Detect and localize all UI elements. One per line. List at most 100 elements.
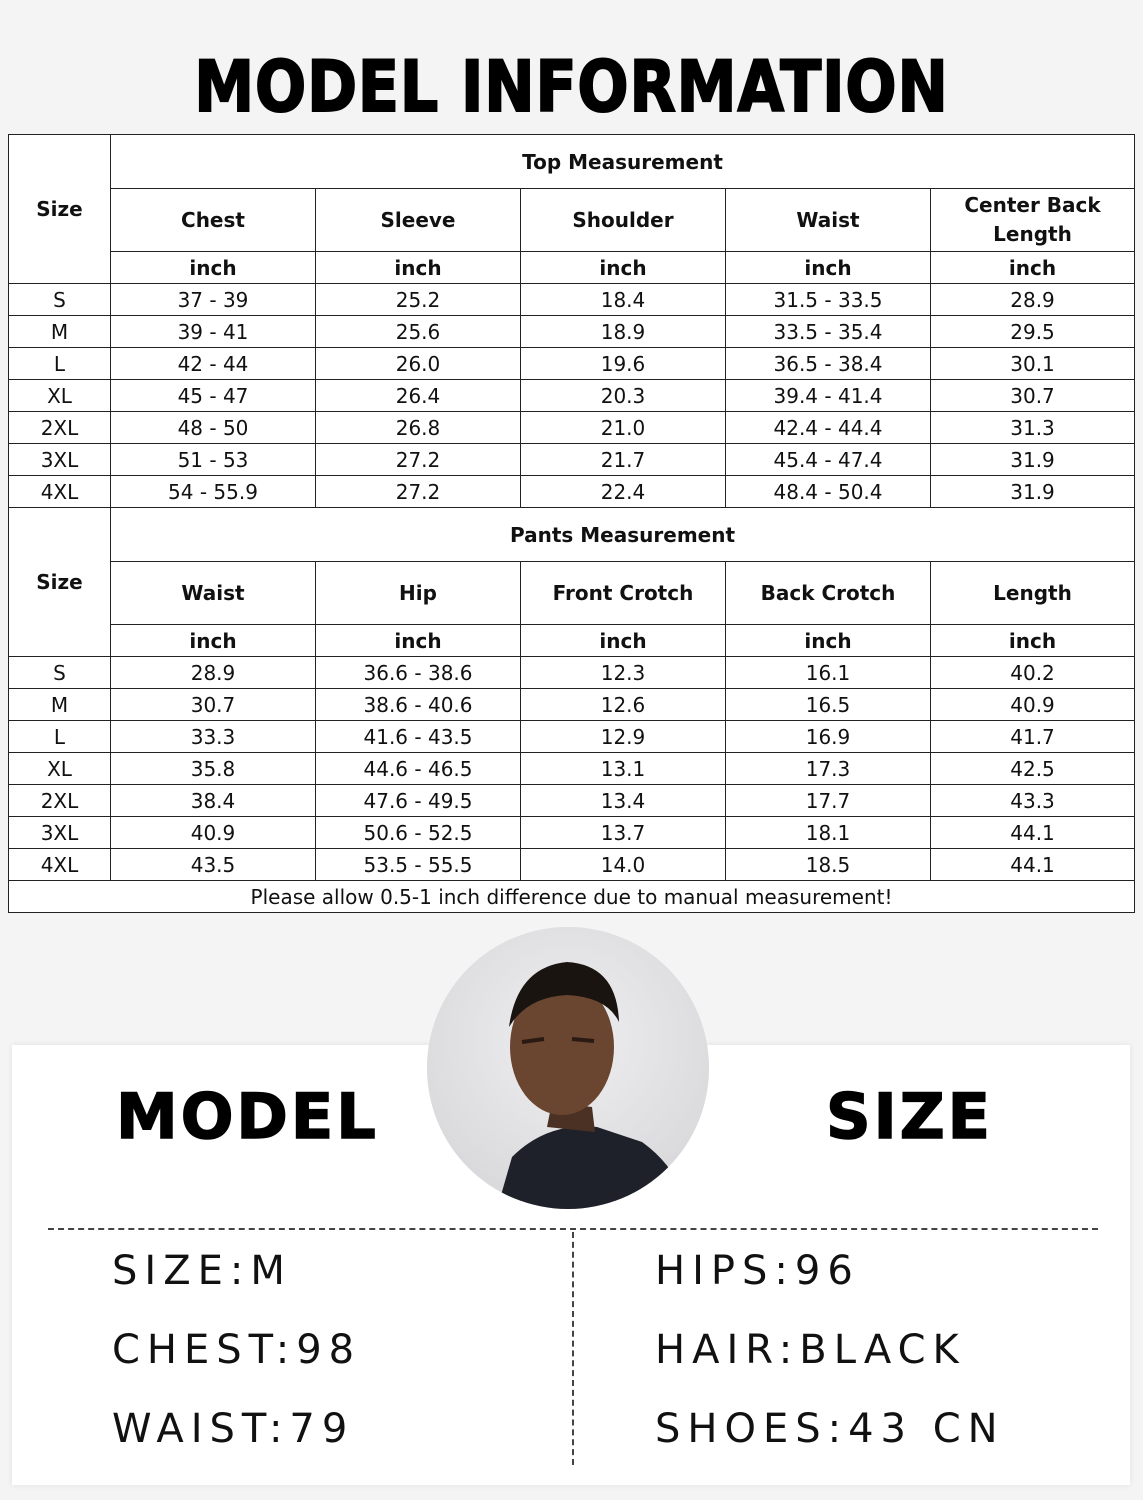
value-cell: 16.1 xyxy=(725,656,931,689)
unit-row: inch inch inch inch inch xyxy=(9,251,1136,284)
unit-label: inch xyxy=(315,251,521,284)
value-cell: 31.9 xyxy=(929,475,1136,508)
unit-label: inch xyxy=(110,251,316,284)
column-header: Front Crotch xyxy=(520,561,726,625)
stat-chest: CHEST:98 xyxy=(112,1327,362,1373)
value-cell: 13.1 xyxy=(520,752,726,785)
value-cell: 18.1 xyxy=(725,816,931,849)
value-cell: 48 - 50 xyxy=(110,411,316,444)
value-cell: 53.5 - 55.5 xyxy=(315,848,521,881)
column-header: Center Back Length xyxy=(929,188,1136,252)
value-cell: 31.3 xyxy=(929,411,1136,444)
size-heading: SIZE xyxy=(825,1079,994,1154)
value-cell: 38.6 - 40.6 xyxy=(315,688,521,721)
value-cell: 27.2 xyxy=(315,443,521,476)
value-cell: 25.2 xyxy=(315,283,521,316)
column-header: Sleeve xyxy=(315,188,521,252)
unit-label: inch xyxy=(520,251,726,284)
table-row: L 42 - 44 26.0 19.6 36.5 - 38.4 30.1 xyxy=(8,347,1136,380)
value-cell: 22.4 xyxy=(520,475,726,508)
unit-label: inch xyxy=(110,624,316,657)
value-cell: 39 - 41 xyxy=(110,315,316,348)
value-cell: 40.9 xyxy=(929,688,1136,721)
table-row: S 37 - 39 25.2 18.4 31.5 - 33.5 28.9 xyxy=(8,283,1136,316)
value-cell: 26.4 xyxy=(315,379,521,412)
column-header: Shoulder xyxy=(520,188,726,252)
unit-label: inch xyxy=(725,624,931,657)
value-cell: 35.8 xyxy=(110,752,316,785)
size-cell: 2XL xyxy=(8,784,111,817)
value-cell: 33.3 xyxy=(110,720,316,753)
size-cell: L xyxy=(8,720,111,753)
section-title: Top Measurement xyxy=(109,134,1136,189)
column-header-row: Chest Sleeve Shoulder Waist Center Back Leng… xyxy=(9,188,1136,252)
column-header: Chest xyxy=(110,188,316,252)
value-cell: 50.6 - 52.5 xyxy=(315,816,521,849)
column-header: Hip xyxy=(315,561,521,625)
stat-hair: HAIR:BLACK xyxy=(655,1327,966,1373)
value-cell: 26.8 xyxy=(315,411,521,444)
value-cell: 37 - 39 xyxy=(110,283,316,316)
value-cell: 17.7 xyxy=(725,784,931,817)
value-cell: 38.4 xyxy=(110,784,316,817)
value-cell: 12.9 xyxy=(520,720,726,753)
measurement-note: Please allow 0.5-1 inch difference due t… xyxy=(7,880,1136,913)
size-cell: M xyxy=(8,315,111,348)
value-cell: 42 - 44 xyxy=(110,347,316,380)
size-cell: 4XL xyxy=(8,848,111,881)
value-cell: 19.6 xyxy=(520,347,726,380)
value-cell: 18.4 xyxy=(520,283,726,316)
size-cell: S xyxy=(8,283,111,316)
stat-size: SIZE:M xyxy=(112,1248,292,1294)
section-title-row: Size Top Measurement xyxy=(8,134,1136,284)
size-header: Size xyxy=(8,507,111,657)
value-cell: 41.7 xyxy=(929,720,1136,753)
value-cell: 31.5 - 33.5 xyxy=(725,283,931,316)
value-cell: 26.0 xyxy=(315,347,521,380)
value-cell: 33.5 - 35.4 xyxy=(725,315,931,348)
size-cell: M xyxy=(8,688,111,721)
value-cell: 28.9 xyxy=(110,656,316,689)
size-cell: XL xyxy=(8,752,111,785)
value-cell: 21.0 xyxy=(520,411,726,444)
value-cell: 45.4 - 47.4 xyxy=(725,443,931,476)
table-row: 3XL 40.9 50.6 - 52.5 13.7 18.1 44.1 xyxy=(8,816,1136,849)
table-row: 4XL 43.5 53.5 - 55.5 14.0 18.5 44.1 xyxy=(8,848,1136,881)
value-cell: 54 - 55.9 xyxy=(110,475,316,508)
size-cell: XL xyxy=(8,379,111,412)
value-cell: 36.6 - 38.6 xyxy=(315,656,521,689)
value-cell: 16.9 xyxy=(725,720,931,753)
value-cell: 45 - 47 xyxy=(110,379,316,412)
value-cell: 30.7 xyxy=(929,379,1136,412)
value-cell: 13.7 xyxy=(520,816,726,849)
value-cell: 36.5 - 38.4 xyxy=(725,347,931,380)
value-cell: 25.6 xyxy=(315,315,521,348)
value-cell: 18.9 xyxy=(520,315,726,348)
note-row: Please allow 0.5-1 inch difference due t… xyxy=(7,880,1136,913)
value-cell: 44.1 xyxy=(929,848,1136,881)
value-cell: 42.5 xyxy=(929,752,1136,785)
section-title-row: Size Pants Measurement xyxy=(8,507,1136,657)
table-row: 4XL 54 - 55.9 27.2 22.4 48.4 - 50.4 31.9 xyxy=(8,475,1136,508)
vertical-divider xyxy=(572,1232,574,1465)
stat-waist: WAIST:79 xyxy=(112,1406,355,1452)
table-row: 2XL 38.4 47.6 - 49.5 13.4 17.7 43.3 xyxy=(8,784,1136,817)
table-row: M 39 - 41 25.6 18.9 33.5 - 35.4 29.5 xyxy=(8,315,1136,348)
value-cell: 18.5 xyxy=(725,848,931,881)
size-cell: S xyxy=(8,656,111,689)
column-header: Waist xyxy=(110,561,316,625)
value-cell: 29.5 xyxy=(929,315,1136,348)
value-cell: 12.3 xyxy=(520,656,726,689)
value-cell: 39.4 - 41.4 xyxy=(725,379,931,412)
value-cell: 41.6 - 43.5 xyxy=(315,720,521,753)
value-cell: 30.1 xyxy=(929,347,1136,380)
value-cell: 43.3 xyxy=(929,784,1136,817)
value-cell: 42.4 - 44.4 xyxy=(725,411,931,444)
value-cell: 16.5 xyxy=(725,688,931,721)
value-cell: 51 - 53 xyxy=(110,443,316,476)
column-header: Waist xyxy=(725,188,931,252)
value-cell: 30.7 xyxy=(110,688,316,721)
size-cell: 2XL xyxy=(8,411,111,444)
model-photo xyxy=(427,927,709,1209)
value-cell: 17.3 xyxy=(725,752,931,785)
